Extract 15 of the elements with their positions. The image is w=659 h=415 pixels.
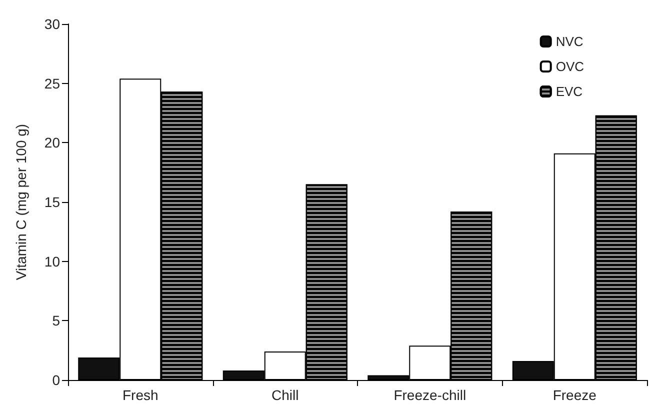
x-tick-label: Fresh — [122, 387, 158, 403]
y-tick-label: 25 — [44, 75, 60, 92]
legend-label: OVC — [556, 59, 584, 74]
legend-label: NVC — [556, 34, 584, 49]
y-tick-label: 15 — [44, 194, 60, 210]
y-axis-title: Vitamin C (mg per 100 g) — [13, 124, 29, 280]
y-tick-label: 0 — [52, 372, 60, 388]
y-tick-label: 5 — [52, 312, 60, 329]
y-tick-label: 30 — [44, 16, 60, 32]
x-tick-label: Freeze — [552, 387, 597, 403]
legend-label: EVC — [556, 84, 583, 99]
y-tick-label: 10 — [44, 253, 60, 270]
y-tick-label: 20 — [44, 134, 60, 151]
x-tick-label: Chill — [272, 387, 299, 403]
x-tick-label: Freeze-chill — [394, 387, 466, 403]
